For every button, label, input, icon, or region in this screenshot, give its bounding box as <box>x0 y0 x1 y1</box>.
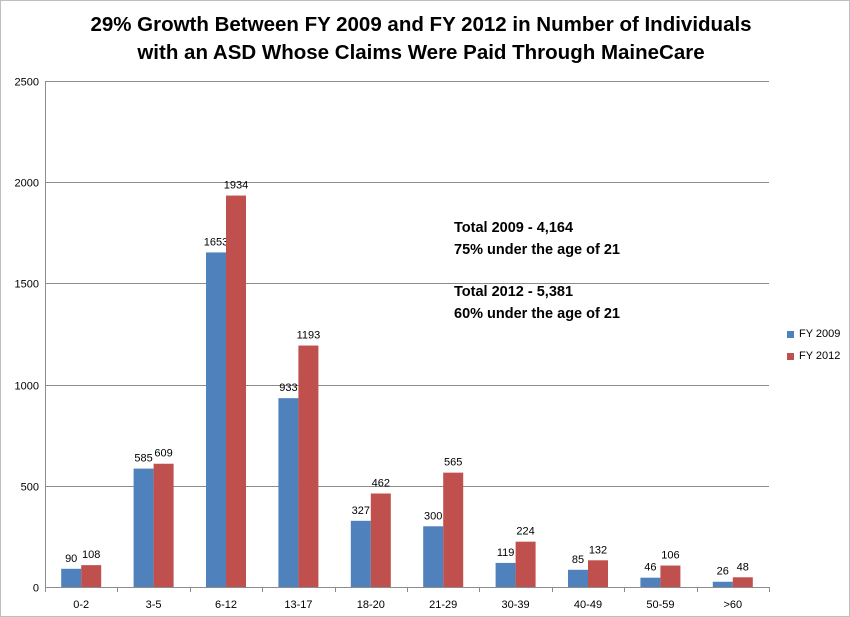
data-label: 85 <box>572 554 584 566</box>
legend-swatch-fy-2012 <box>787 352 794 360</box>
bar-fy-2009 <box>495 562 516 587</box>
bar-fy-2012 <box>588 560 608 587</box>
data-label: 1193 <box>297 330 321 342</box>
bar-fy-2009 <box>712 581 733 587</box>
data-label: 26 <box>717 566 729 578</box>
data-label: 585 <box>134 453 152 465</box>
y-tick-label: 500 <box>21 482 39 494</box>
data-label: 132 <box>589 544 607 556</box>
data-label: 462 <box>372 477 390 489</box>
bar-fy-2012 <box>298 345 319 587</box>
bar-fy-2009 <box>61 568 82 587</box>
data-label: 108 <box>82 549 100 561</box>
y-tick-label: 2500 <box>15 77 39 89</box>
legend-item-fy-2012: FY 2012 <box>787 345 840 367</box>
data-label: 300 <box>424 510 442 522</box>
data-label: 119 <box>497 547 515 559</box>
bar-fy-2012 <box>515 541 536 587</box>
data-label: 106 <box>661 550 679 562</box>
chart-title-line-1: 29% Growth Between FY 2009 and FY 2012 i… <box>90 13 752 36</box>
x-tick-label: >60 <box>723 599 742 611</box>
bar-fy-2009 <box>278 398 299 587</box>
x-tick-label: 13-17 <box>284 599 312 611</box>
annotation-under-21-2009: 75% under the age of 21 <box>454 242 620 258</box>
bar-fy-2012 <box>81 565 102 587</box>
bar-fy-2012 <box>443 472 464 587</box>
data-label: 1653 <box>204 236 228 248</box>
bar-fy-2012 <box>153 463 174 587</box>
data-label: 90 <box>65 553 77 565</box>
legend-swatch-fy-2009 <box>787 330 794 338</box>
bar-fy-2009 <box>350 520 371 587</box>
bar-fy-2009 <box>423 526 444 587</box>
bar-fy-2009 <box>133 468 154 587</box>
x-tick-label: 21-29 <box>429 599 457 611</box>
data-label: 48 <box>737 561 749 573</box>
x-tick-label: 0-2 <box>73 599 89 611</box>
data-label: 933 <box>279 382 297 394</box>
x-tick-label: 50-59 <box>646 599 674 611</box>
chart-legend: FY 2009 FY 2012 <box>787 323 840 367</box>
annotation-under-21-2012: 60% under the age of 21 <box>454 306 620 322</box>
bar-fy-2009 <box>568 569 588 587</box>
chart-title: 29% Growth Between FY 2009 and FY 2012 i… <box>41 11 801 67</box>
x-tick-label: 40-49 <box>574 599 602 611</box>
totals-annotation: Total 2009 - 4,164 75% under the age of … <box>454 217 620 325</box>
data-label: 1934 <box>224 180 248 192</box>
y-tick-label: 0 <box>33 583 39 595</box>
bar-fy-2009 <box>206 252 226 587</box>
y-tick-label: 1000 <box>15 381 39 393</box>
bar-fy-2009 <box>640 577 661 587</box>
data-label: 327 <box>352 505 370 517</box>
data-label: 565 <box>444 457 462 469</box>
x-tick-label: 30-39 <box>502 599 530 611</box>
x-tick-label: 6-12 <box>215 599 237 611</box>
legend-label-fy-2009: FY 2009 <box>799 328 841 340</box>
data-label: 224 <box>516 526 534 538</box>
bar-fy-2012 <box>732 577 753 587</box>
y-tick-label: 2000 <box>15 178 39 190</box>
bar-fy-2012 <box>370 493 391 587</box>
annotation-total-2009: Total 2009 - 4,164 <box>454 220 574 236</box>
chart-title-line-2: with an ASD Whose Claims Were Paid Throu… <box>137 41 705 64</box>
bar-fy-2012 <box>660 565 681 587</box>
annotation-total-2012: Total 2012 - 5,381 <box>454 284 574 300</box>
x-tick-label: 18-20 <box>357 599 385 611</box>
data-label: 46 <box>644 562 656 574</box>
legend-label-fy-2012: FY 2012 <box>799 350 841 362</box>
legend-item-fy-2009: FY 2009 <box>787 323 840 345</box>
data-label: 609 <box>154 448 172 460</box>
x-tick-label: 3-5 <box>146 599 162 611</box>
y-tick-label: 1500 <box>15 279 39 291</box>
bar-fy-2012 <box>226 195 246 587</box>
